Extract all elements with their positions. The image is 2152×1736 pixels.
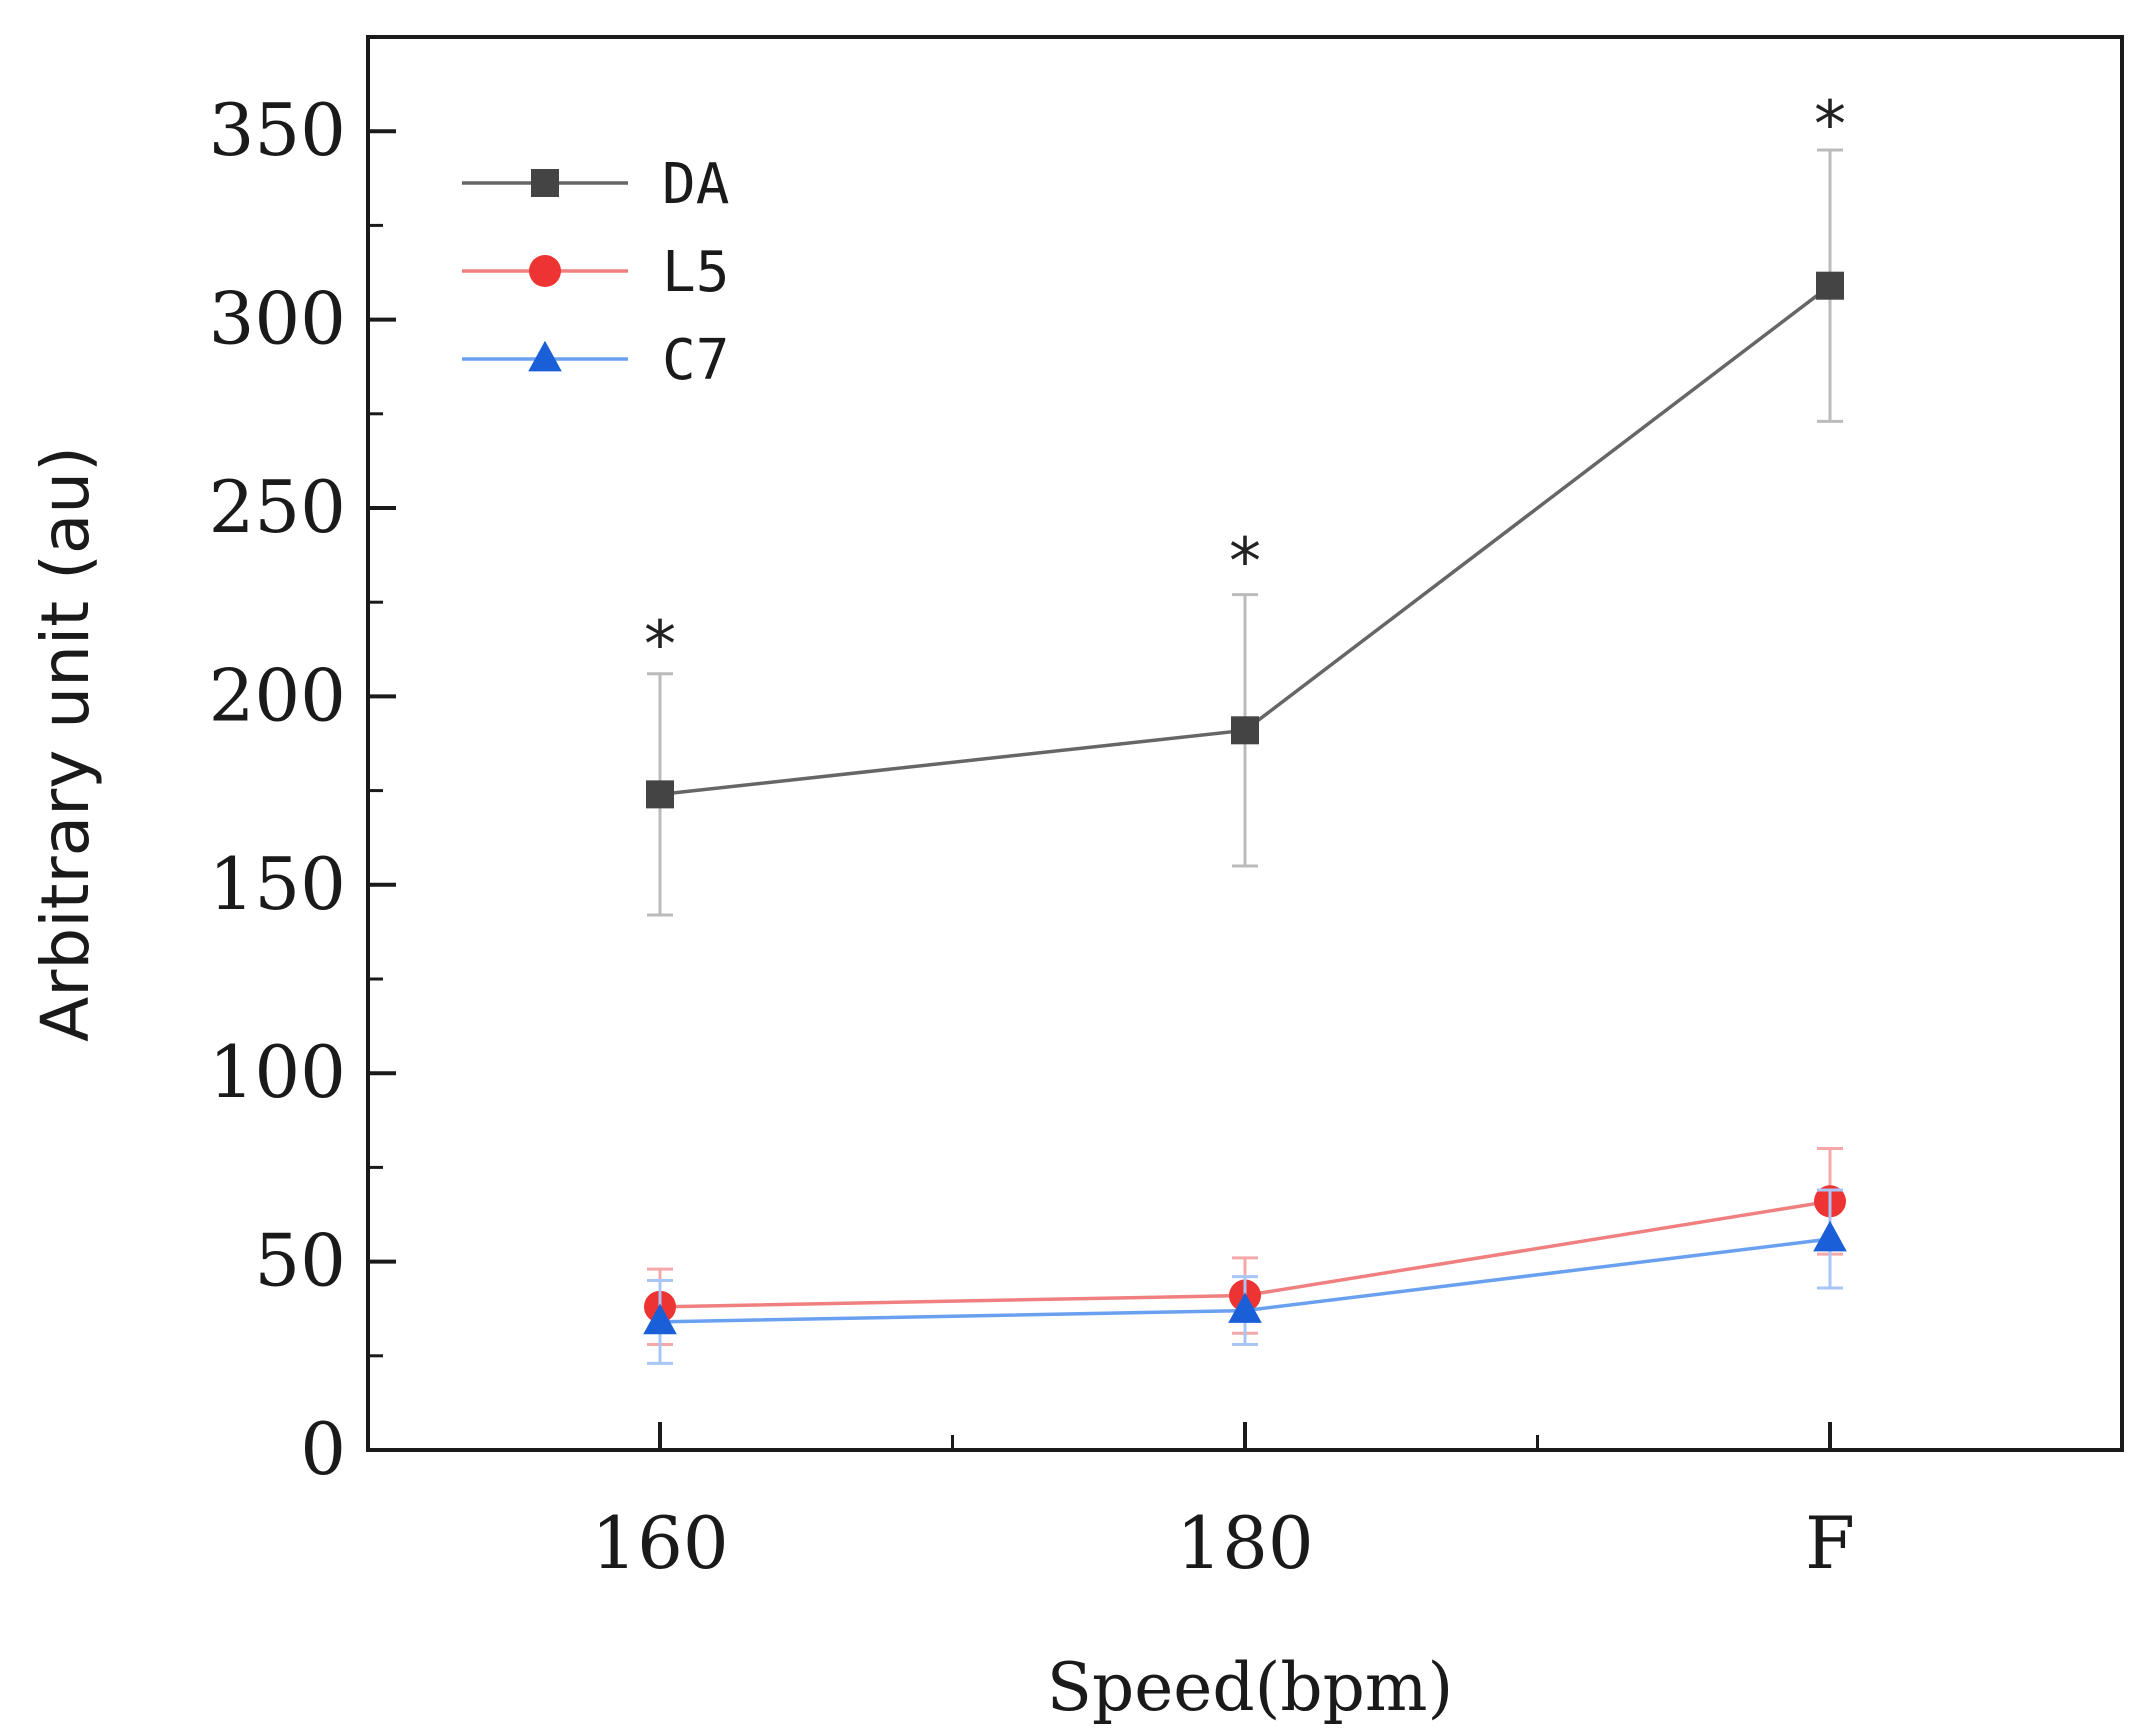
y-tick-label-200: 200: [209, 653, 346, 737]
point-DA-F: [1816, 271, 1844, 300]
y-tick-label-300: 300: [209, 277, 346, 361]
legend-label-DA: DA: [662, 152, 729, 217]
annotation-layer: * * *: [644, 89, 1846, 683]
y-tick-label-350: 350: [209, 88, 346, 172]
y-tick-label-150: 150: [209, 842, 346, 926]
axes: 0 50 100 150 200 250 300 350 160 180 F: [209, 88, 2124, 1585]
significance-marker-F: *: [1814, 89, 1846, 163]
y-tick-label-0: 0: [300, 1407, 346, 1491]
legend-marker-DA: [531, 169, 559, 197]
y-axis-title: Arbitrary unit (au): [27, 446, 104, 1042]
point-DA-160: [646, 780, 674, 809]
series-C7: [643, 1188, 1847, 1365]
x-tick-label-F: F: [1805, 1501, 1855, 1585]
x-tick-label-160: 160: [591, 1501, 728, 1585]
legend-marker-C7: [528, 340, 562, 372]
legend-marker-L5: [529, 255, 561, 287]
y-tick-label-100: 100: [209, 1030, 346, 1114]
significance-marker-160: *: [644, 609, 676, 683]
significance-marker-180: *: [1229, 526, 1261, 600]
legend-label-L5: L5: [662, 240, 729, 305]
series-layer: [643, 148, 1847, 1365]
legend-label-C7: C7: [662, 328, 729, 393]
series-DA: [646, 148, 1844, 917]
point-C7-180: [1228, 1292, 1262, 1323]
y-tick-label-250: 250: [209, 465, 346, 549]
point-DA-180: [1231, 716, 1259, 745]
x-axis-title: Speed(bpm): [1047, 1649, 1453, 1726]
y-tick-label-50: 50: [254, 1219, 346, 1303]
point-C7-160: [643, 1303, 677, 1335]
legend: DA L5 C7: [462, 152, 729, 393]
x-tick-label-180: 180: [1176, 1501, 1313, 1585]
point-C7-F: [1813, 1220, 1847, 1252]
